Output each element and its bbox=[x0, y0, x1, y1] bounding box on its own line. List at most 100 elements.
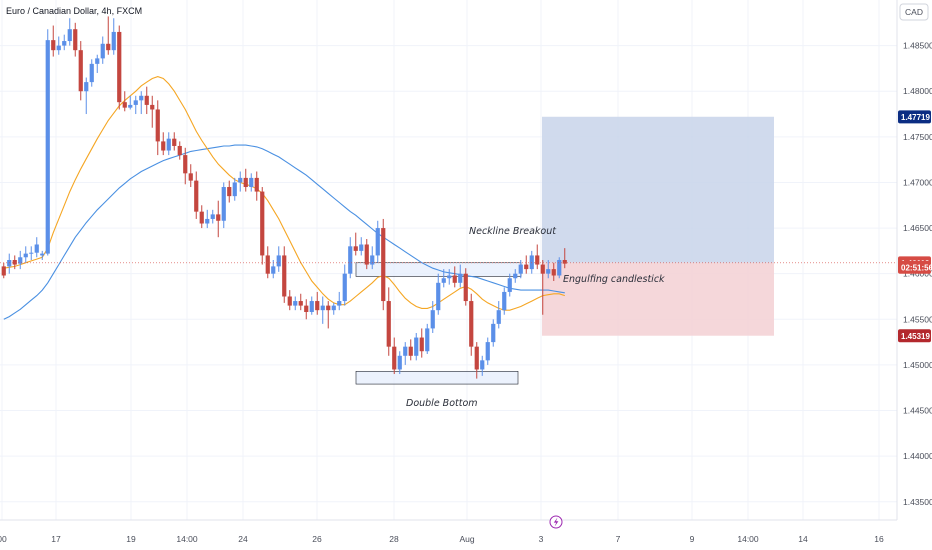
candle bbox=[95, 54, 100, 73]
candle bbox=[331, 302, 336, 315]
candle bbox=[18, 250, 23, 270]
candle-body bbox=[155, 109, 160, 142]
y-tick-label: 1.48500 bbox=[903, 41, 932, 51]
x-tick-label: 7 bbox=[616, 534, 621, 544]
candle-body bbox=[381, 228, 386, 302]
candle bbox=[249, 173, 254, 192]
candle bbox=[45, 29, 50, 256]
candle bbox=[265, 246, 270, 279]
candle bbox=[243, 168, 248, 192]
candle bbox=[540, 260, 545, 315]
candle-body bbox=[144, 95, 149, 105]
candle-body bbox=[34, 244, 39, 253]
candle bbox=[155, 100, 160, 156]
candle bbox=[359, 237, 364, 256]
candle-body bbox=[452, 275, 457, 283]
candle-body bbox=[56, 45, 61, 51]
candle bbox=[232, 177, 237, 201]
candle-body bbox=[243, 177, 248, 188]
chart-title: Euro / Canadian Dollar, 4h, FXCM bbox=[6, 6, 142, 16]
candle-body bbox=[386, 301, 391, 347]
candle bbox=[282, 246, 287, 303]
candle-body bbox=[23, 253, 28, 258]
candle-body bbox=[73, 29, 78, 51]
candle-body bbox=[205, 218, 210, 224]
candle-body bbox=[84, 82, 89, 92]
x-tick-label: 14 bbox=[798, 534, 808, 544]
x-tick-label: 14:00 bbox=[176, 534, 198, 544]
stop-price-text: 1.45319 bbox=[901, 332, 930, 341]
candle bbox=[293, 296, 298, 311]
candle bbox=[161, 132, 166, 156]
candle-body bbox=[359, 244, 364, 251]
candle-body bbox=[425, 328, 430, 352]
candle-body bbox=[304, 305, 309, 312]
candle-body bbox=[265, 255, 270, 274]
candle-body bbox=[150, 104, 155, 110]
candle-body bbox=[188, 173, 193, 181]
candle-body bbox=[122, 102, 127, 108]
candle bbox=[546, 260, 551, 279]
stop-zone bbox=[542, 262, 774, 336]
candle-body bbox=[540, 264, 545, 274]
candle-body bbox=[309, 301, 314, 312]
candle-body bbox=[7, 260, 12, 267]
grid-lines bbox=[0, 0, 897, 520]
x-tick-label: 17 bbox=[51, 534, 61, 544]
candle bbox=[469, 293, 474, 356]
y-tick-label: 1.46500 bbox=[903, 223, 932, 233]
candle bbox=[342, 264, 347, 306]
candle-body bbox=[95, 58, 100, 64]
candle-body bbox=[67, 29, 72, 42]
candle-body bbox=[227, 187, 232, 197]
currency-badge[interactable] bbox=[899, 3, 929, 21]
candle bbox=[414, 332, 419, 361]
candle bbox=[518, 260, 523, 279]
candle-body bbox=[100, 43, 105, 59]
candle-body bbox=[485, 342, 490, 361]
candle-body bbox=[370, 255, 375, 265]
candle bbox=[458, 264, 463, 288]
candle-body bbox=[139, 95, 144, 101]
candle bbox=[507, 273, 512, 297]
candle-body bbox=[89, 63, 94, 83]
candle-body bbox=[216, 214, 221, 221]
candle-body bbox=[480, 360, 485, 370]
candle-body bbox=[474, 346, 479, 370]
candle-body bbox=[51, 40, 56, 51]
candle bbox=[496, 301, 501, 329]
candle bbox=[562, 248, 567, 269]
candle bbox=[128, 95, 133, 110]
candle bbox=[89, 59, 94, 87]
candle bbox=[84, 77, 89, 115]
candle-body bbox=[45, 40, 50, 254]
candle bbox=[513, 269, 518, 283]
target-zone bbox=[542, 116, 774, 263]
candle-body bbox=[1, 266, 6, 276]
target-price-badge bbox=[898, 110, 931, 124]
candle bbox=[474, 342, 479, 379]
candle bbox=[276, 246, 281, 272]
moving-averages bbox=[3, 76, 565, 320]
candle bbox=[40, 250, 45, 260]
time-axis[interactable]: 00 17 19 14:00 24 26 28 Aug 3 7 9 14:00 14 16 bbox=[0, 534, 884, 544]
lightning-icon[interactable] bbox=[549, 515, 563, 529]
candle bbox=[139, 91, 144, 115]
candle bbox=[199, 205, 204, 229]
candle-body bbox=[447, 275, 452, 279]
countdown-price-badge bbox=[898, 260, 931, 274]
candle bbox=[78, 41, 83, 101]
candle-body bbox=[397, 355, 402, 370]
candle bbox=[403, 342, 408, 365]
candle bbox=[298, 293, 303, 311]
candle bbox=[144, 86, 149, 115]
candle bbox=[56, 36, 61, 55]
y-tick-label: 1.48000 bbox=[903, 86, 932, 96]
y-tick-label: 1.47000 bbox=[903, 177, 932, 187]
candle bbox=[227, 180, 232, 203]
candle-body bbox=[348, 246, 353, 274]
candle-body bbox=[111, 31, 116, 51]
candle bbox=[287, 290, 292, 311]
candle bbox=[122, 91, 127, 112]
